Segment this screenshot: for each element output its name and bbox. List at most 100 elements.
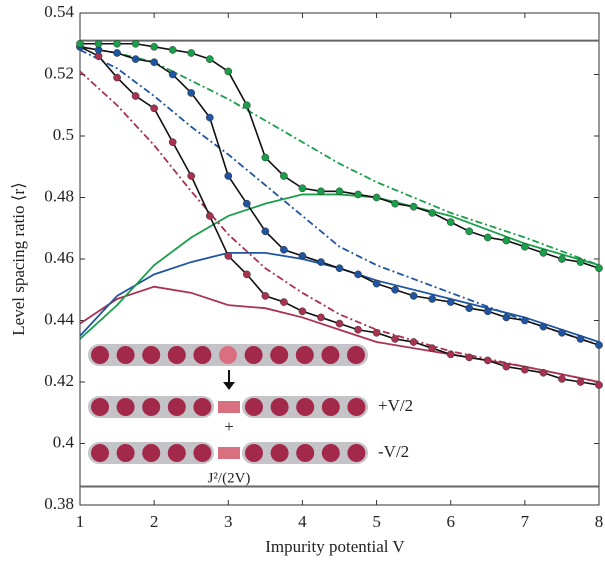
data-line xyxy=(79,46,600,346)
x-tick-label: 5 xyxy=(372,512,381,531)
data-point xyxy=(187,49,196,57)
data-point xyxy=(94,39,103,48)
y-tick-label: 0.48 xyxy=(44,186,74,205)
data-point xyxy=(372,328,381,337)
data-point xyxy=(224,172,233,180)
site xyxy=(142,346,161,364)
data-point xyxy=(372,279,381,288)
y-tick-label: 0.5 xyxy=(53,125,74,144)
site xyxy=(321,444,340,462)
data-point xyxy=(187,172,196,180)
site xyxy=(142,444,161,462)
site xyxy=(91,398,109,416)
data-point xyxy=(242,199,251,208)
y-tick-label: 0.4 xyxy=(53,432,75,451)
impurity-bond xyxy=(218,401,240,413)
data-point xyxy=(483,307,492,316)
data-point xyxy=(391,199,399,208)
data-point xyxy=(595,341,603,349)
x-tick-label: 6 xyxy=(446,512,455,531)
data-point xyxy=(576,378,585,386)
data-point xyxy=(409,338,418,346)
data-point xyxy=(539,322,548,331)
data-point xyxy=(539,249,548,257)
site xyxy=(244,346,263,364)
data-point xyxy=(446,350,455,359)
site xyxy=(142,398,161,416)
inset-label: J²/(2V) xyxy=(208,470,251,486)
y-tick-label: 0.42 xyxy=(44,371,74,390)
series-line xyxy=(79,251,600,343)
data-line xyxy=(79,46,600,386)
data-point xyxy=(150,58,158,67)
data-point xyxy=(595,264,603,273)
data-point xyxy=(354,325,362,334)
data-point xyxy=(502,236,511,245)
data-point xyxy=(205,212,214,220)
x-tick-label: 3 xyxy=(224,512,233,531)
data-point xyxy=(391,335,399,343)
site xyxy=(91,444,109,462)
data-point xyxy=(131,39,140,48)
site xyxy=(321,346,340,364)
data-point xyxy=(113,49,121,57)
y-tick-label: 0.52 xyxy=(44,63,74,82)
x-tick-label: 7 xyxy=(521,512,530,531)
data-point xyxy=(298,307,307,316)
x-tick-label: 1 xyxy=(76,512,85,531)
data-point xyxy=(113,39,121,48)
data-point xyxy=(576,335,585,343)
data-point xyxy=(428,344,437,353)
data-point xyxy=(76,39,84,48)
data-point xyxy=(280,298,288,306)
data-point xyxy=(168,70,177,79)
site xyxy=(347,346,365,364)
y-tick-label: 0.54 xyxy=(44,2,74,21)
data-point xyxy=(317,258,325,266)
data-line xyxy=(80,42,600,269)
data-point xyxy=(595,381,603,389)
arrow-head xyxy=(223,382,235,390)
data-point xyxy=(521,365,529,374)
data-point xyxy=(558,255,566,263)
x-axis-label: Impurity potential V xyxy=(265,537,405,556)
series-line xyxy=(79,285,600,383)
x-tick-label: 2 xyxy=(150,512,159,531)
data-point xyxy=(131,55,140,63)
data-point xyxy=(391,285,399,294)
data-point xyxy=(465,304,474,313)
impurity-bond xyxy=(218,447,240,459)
data-point xyxy=(558,375,566,383)
data-point xyxy=(409,292,418,300)
site xyxy=(91,346,109,364)
data-point xyxy=(428,209,437,217)
data-point xyxy=(131,92,140,100)
data-point xyxy=(483,233,492,242)
data-point xyxy=(465,227,474,236)
site xyxy=(296,398,315,416)
site xyxy=(167,444,186,462)
data-point xyxy=(335,319,344,328)
y-tick-label: 0.38 xyxy=(44,494,74,513)
inset-label: + xyxy=(224,417,234,436)
data-point xyxy=(317,313,325,322)
data-point xyxy=(261,227,270,236)
series-line xyxy=(79,70,600,383)
site xyxy=(116,398,135,416)
series-line xyxy=(79,45,600,266)
data-point xyxy=(558,328,566,337)
data-point xyxy=(446,298,455,306)
data-point xyxy=(224,67,233,76)
x-tick-label: 4 xyxy=(298,512,307,531)
site xyxy=(270,398,289,416)
inset-diagram: +V/2 + -V/2 J²/(2V) xyxy=(88,344,413,486)
data-point xyxy=(521,316,529,325)
site xyxy=(245,398,263,416)
data-point xyxy=(372,193,381,202)
data-point xyxy=(335,187,344,196)
data-point xyxy=(224,252,233,260)
site xyxy=(167,398,186,416)
site xyxy=(219,346,237,364)
data-point xyxy=(113,73,121,82)
site xyxy=(167,346,186,364)
